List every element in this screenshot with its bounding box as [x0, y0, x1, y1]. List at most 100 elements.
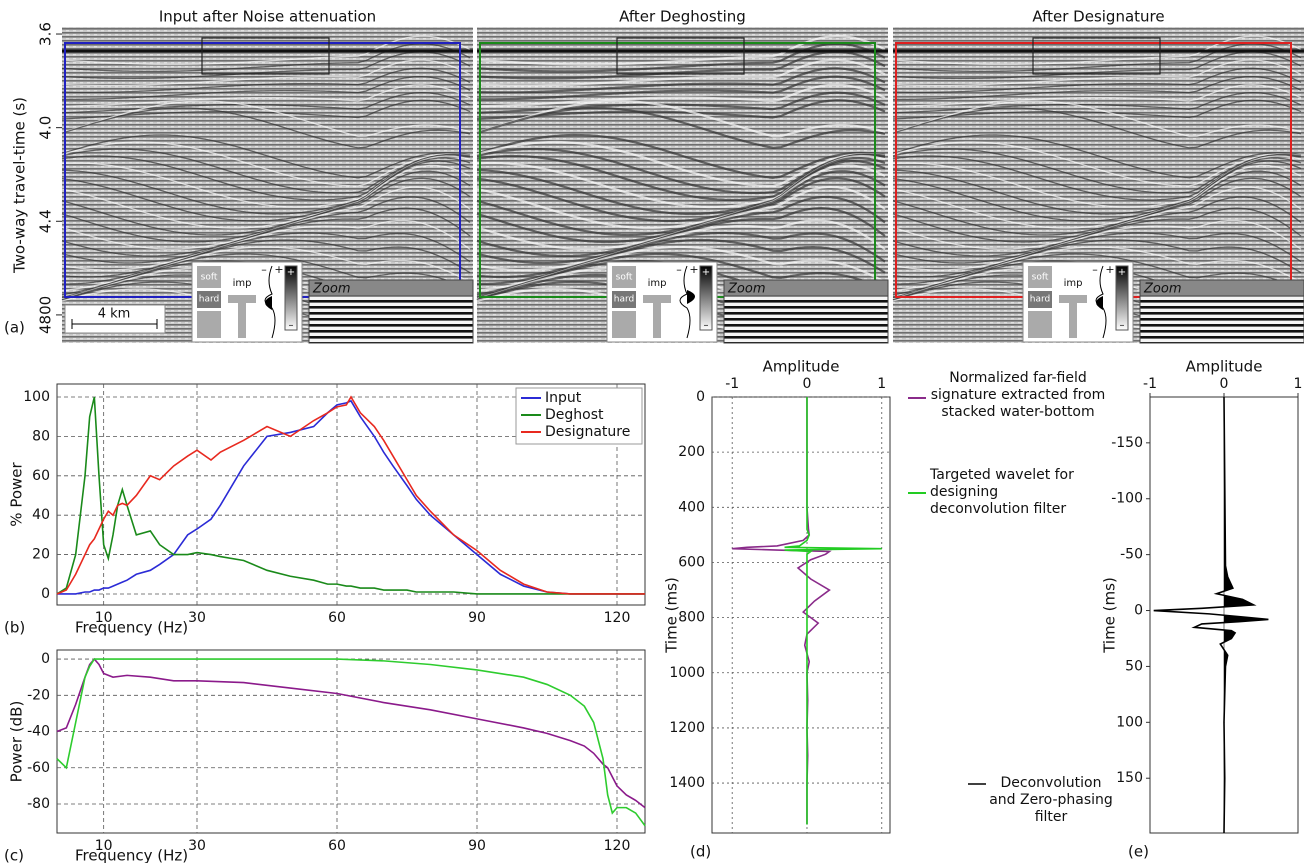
reflector	[476, 140, 886, 188]
hard-label: hard	[614, 295, 634, 305]
gradient-bar	[1115, 265, 1129, 331]
reflector	[892, 51, 1302, 80]
reflector	[476, 219, 886, 272]
reflector	[892, 59, 1302, 87]
reflector	[892, 43, 1302, 73]
soft-layer	[197, 266, 221, 288]
reflector	[892, 170, 1302, 236]
y-tick-label: 60	[32, 468, 50, 484]
imp-symbol	[228, 295, 256, 338]
reflector	[61, 100, 471, 137]
bar-minus: –	[1120, 320, 1125, 331]
reflector	[61, 170, 471, 236]
x-axis-label: Frequency (Hz)	[75, 847, 188, 863]
plus-label: +	[689, 263, 698, 276]
y-tick-label: -150	[1111, 435, 1143, 451]
x-tick-label: 120	[604, 610, 631, 626]
legend-label: Deghost	[545, 407, 604, 423]
reflector	[476, 75, 886, 101]
x-axis-label: Amplitude	[763, 358, 840, 376]
reflector	[61, 107, 471, 149]
y-tick-label: 100	[1116, 714, 1143, 730]
x-tick-label: 60	[328, 838, 346, 854]
y-tick-label: 1200	[669, 720, 705, 736]
reflector	[892, 100, 1302, 137]
imp-label: imp	[1064, 278, 1083, 289]
imp-label: imp	[233, 278, 252, 289]
reflector	[476, 99, 886, 138]
soft-label: soft	[616, 273, 633, 283]
reflector	[476, 91, 886, 114]
reflector	[476, 207, 886, 265]
x-axis-label: Amplitude	[1186, 358, 1263, 376]
reflector	[61, 148, 471, 194]
reflector	[476, 99, 886, 121]
reflector	[892, 84, 1302, 107]
reflector	[892, 239, 1302, 285]
wavelet-fill	[1096, 296, 1103, 310]
plot-frame	[56, 649, 646, 834]
y-axis-label: Time (ms)	[663, 577, 681, 654]
wavelet	[264, 265, 276, 339]
zoom-window	[201, 37, 330, 75]
series-line	[56, 395, 645, 595]
soft-label: soft	[1032, 273, 1049, 283]
soft-label: soft	[201, 273, 218, 283]
reflector	[892, 148, 1302, 194]
y-tick-label: -50	[1120, 547, 1143, 563]
x-tick-label: 1	[877, 376, 886, 392]
wavelet	[1095, 265, 1107, 339]
imp-symbol	[643, 295, 671, 338]
legend-label: Normalized far-field signature extracted…	[930, 370, 1106, 420]
reflector	[61, 35, 471, 66]
x-axis-label: Frequency (Hz)	[75, 619, 188, 637]
reflector	[476, 83, 886, 108]
y-tick-label: 800	[678, 610, 705, 626]
zoom-image	[723, 295, 889, 344]
zoom-label: Zoom	[1143, 282, 1181, 297]
bar-minus: –	[289, 320, 294, 331]
x-tick-label: 10	[95, 610, 113, 626]
reflector	[476, 170, 886, 237]
x-tick-label: 30	[188, 610, 206, 626]
series-line	[56, 658, 646, 827]
x-tick-label: -1	[725, 376, 739, 392]
x-tick-label: -1	[1143, 376, 1157, 392]
reflector	[476, 147, 886, 195]
scale-label: 4 km	[98, 307, 131, 322]
reflector	[476, 42, 886, 73]
y-tick-label: 200	[678, 444, 705, 460]
bar-plus: +	[702, 267, 710, 278]
reflector	[892, 157, 1302, 215]
x-tick-label: 90	[468, 610, 486, 626]
x-tick-label: 30	[188, 838, 206, 854]
reflector	[476, 34, 886, 66]
panel-label: (b)	[4, 619, 25, 637]
lower-layer	[1028, 311, 1052, 338]
reflector	[61, 157, 471, 215]
reflector	[892, 134, 1302, 179]
y-tick-label: -20	[27, 687, 50, 703]
legend-label: Targeted wavelet for designing deconvolu…	[930, 467, 1074, 517]
minus-label: –	[676, 263, 682, 276]
legend-label: Designature	[545, 424, 630, 440]
reflector	[61, 134, 471, 179]
gradient-bar	[699, 265, 713, 331]
y-tick-label: -100	[1111, 491, 1143, 507]
minus-label: –	[261, 263, 267, 276]
y-tick-label: 20	[32, 547, 50, 563]
reflector	[476, 238, 886, 286]
panel-label: (e)	[1128, 843, 1149, 861]
hard-layer	[1028, 291, 1052, 308]
panel-title: After Deghosting	[619, 8, 746, 26]
reflector	[892, 35, 1302, 66]
reflector	[61, 43, 471, 73]
zoom-label: Zoom	[727, 282, 765, 297]
y-tick-label: 0	[41, 651, 50, 667]
x-tick-label: 60	[328, 610, 346, 626]
reflector	[892, 67, 1302, 94]
plot-frame	[711, 396, 891, 834]
reflector	[476, 106, 886, 149]
y-tick-label: 4.0	[37, 116, 55, 140]
